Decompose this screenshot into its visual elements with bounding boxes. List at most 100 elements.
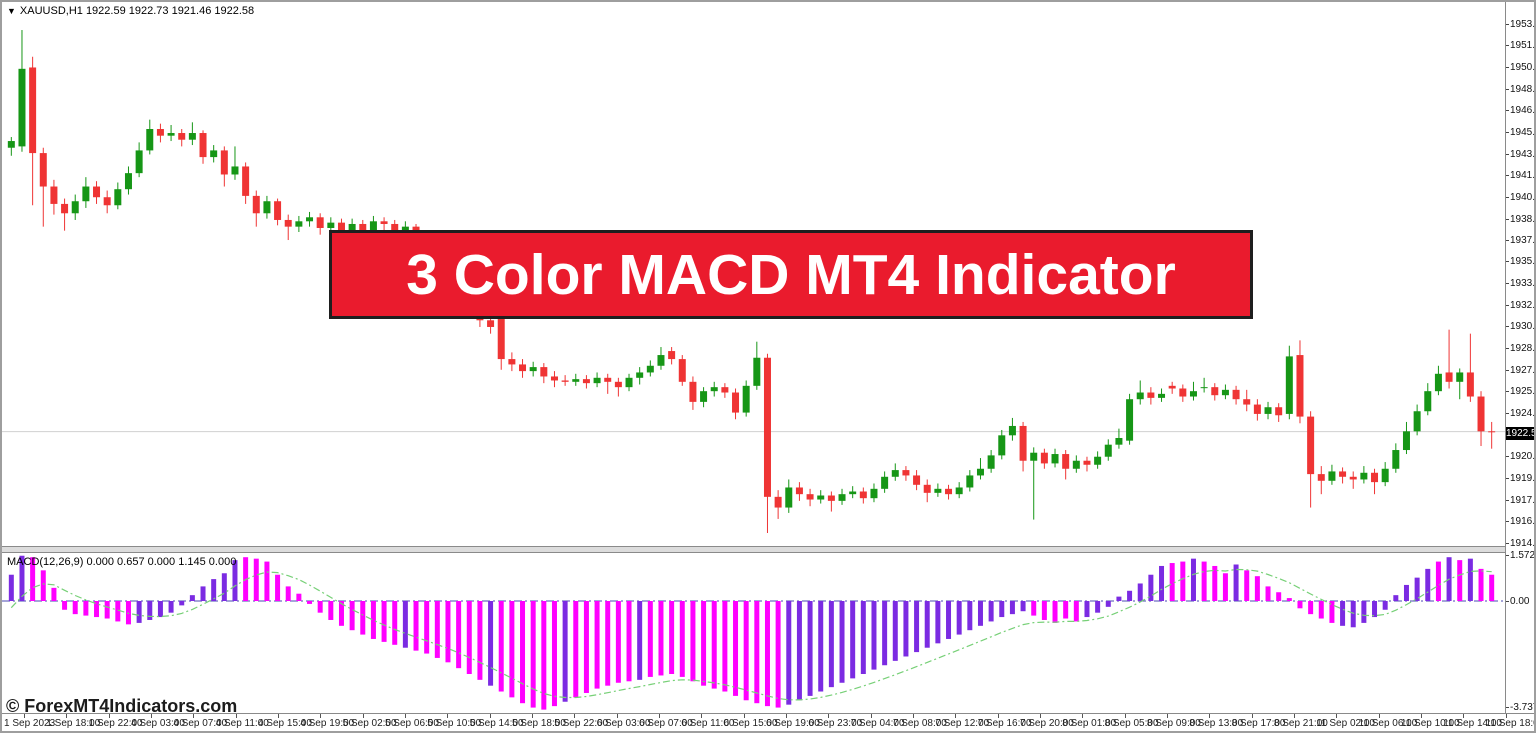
candle-body — [1456, 372, 1464, 382]
time-axis-tick — [66, 714, 68, 718]
price-axis[interactable]: 1953.20 1951.60 1950.00 1948.35 1946.75 1945.… — [1505, 2, 1536, 713]
price-axis-tick — [1506, 240, 1509, 242]
price-axis-label: 1920.90 — [1510, 451, 1536, 463]
candle-body — [156, 129, 164, 136]
candle-body — [1072, 460, 1080, 469]
candle-body — [870, 488, 878, 499]
candle-body — [124, 173, 132, 190]
candle-body — [252, 195, 260, 214]
macd-bar — [488, 601, 494, 686]
macd-bar — [275, 574, 281, 601]
candle-body — [1317, 474, 1325, 481]
time-axis-label: 7 Sep 16:00 — [977, 718, 1032, 729]
macd-bar — [722, 601, 728, 692]
candle-body — [604, 377, 612, 382]
macd-bar — [562, 601, 568, 702]
macd-bar — [338, 601, 344, 626]
candle-body — [146, 129, 154, 151]
candle-body — [646, 365, 654, 373]
price-axis-label: 1917.65 — [1510, 494, 1536, 506]
time-axis-label: 1 Sep 18:00 — [46, 718, 101, 729]
time-axis-tick — [743, 714, 745, 718]
macd-bar — [775, 601, 781, 708]
candle-body — [82, 186, 90, 202]
macd-bar — [8, 574, 14, 601]
macd-bar — [807, 601, 813, 696]
candle-body — [1136, 392, 1144, 400]
candle-body — [1413, 411, 1421, 432]
macd-bar — [1318, 601, 1324, 619]
macd-bar — [605, 601, 611, 686]
macd-bar — [445, 601, 451, 663]
candle-body — [582, 379, 590, 384]
candle-body — [742, 385, 750, 413]
macd-bar — [615, 601, 621, 683]
macd-bar — [200, 586, 206, 601]
macd-bar — [1180, 561, 1186, 601]
macd-bar — [935, 601, 941, 644]
banner-title: 3 Color MACD MT4 Indicator — [406, 242, 1176, 307]
price-axis-tick — [1506, 478, 1509, 480]
price-axis-label: 1937.05 — [1510, 235, 1536, 247]
price-axis-tick — [1506, 326, 1509, 328]
candle-body — [508, 359, 516, 365]
pane-splitter[interactable] — [2, 546, 1534, 553]
time-axis-label: 11 Sep 10:00 — [1400, 718, 1460, 729]
candlestick-chart[interactable] — [2, 2, 1505, 546]
candle-body — [1434, 373, 1442, 392]
macd-bar — [679, 601, 685, 677]
macd-bar — [456, 601, 462, 669]
macd-bar — [541, 601, 547, 710]
candle-body — [732, 392, 740, 413]
macd-bar — [296, 593, 302, 601]
macd-bar — [647, 601, 653, 677]
time-axis-label: 1 Sep 2023 — [4, 718, 56, 729]
candle-body — [540, 367, 548, 377]
price-axis-tick — [1506, 45, 1509, 47]
time-axis-label: 8 Sep 21:00 — [1273, 718, 1328, 729]
time-axis-tick — [1251, 714, 1253, 718]
candle-body — [1296, 355, 1304, 417]
indicator-axis-label: -3.737 — [1510, 702, 1536, 713]
macd-bar — [988, 601, 994, 622]
macd-bar — [882, 601, 888, 666]
time-axis-label: 4 Sep 07:00 — [173, 718, 228, 729]
macd-bar — [1425, 568, 1431, 601]
macd-bar — [349, 601, 355, 631]
macd-bar — [168, 601, 174, 613]
macd-bar — [1009, 601, 1015, 615]
macd-bar — [1073, 601, 1079, 622]
candle-body — [678, 359, 686, 382]
macd-histogram-chart[interactable] — [2, 553, 1505, 713]
time-axis-tick — [24, 714, 25, 718]
price-axis-label: 1943.50 — [1510, 148, 1536, 160]
candle-body — [284, 219, 292, 227]
time-axis-tick — [320, 714, 322, 718]
candle-body — [806, 494, 814, 500]
candle-body — [1381, 468, 1389, 483]
candle-body — [657, 355, 665, 366]
time-axis-label: 6 Sep 11:00 — [681, 718, 735, 729]
current-price-tag: 1922.58 — [1506, 427, 1534, 441]
time-axis-label: 6 Sep 23:00 — [808, 718, 863, 729]
candle-body — [263, 201, 271, 214]
macd-bar — [94, 601, 100, 618]
macd-bar — [307, 601, 313, 604]
macd-signal-line — [10, 568, 1492, 701]
price-axis-tick — [1506, 153, 1509, 155]
macd-bar — [72, 601, 78, 615]
macd-bar — [392, 601, 398, 645]
time-axis[interactable]: 1 Sep 2023 1 Sep 18:00 1 Sep 22:00 4 Sep 03… — [2, 713, 1534, 731]
macd-bar — [743, 601, 749, 701]
macd-bar — [892, 601, 898, 661]
macd-bar — [1148, 574, 1154, 601]
time-axis-label: 4 Sep 19:00 — [300, 718, 355, 729]
candle-body — [188, 133, 196, 140]
chart-dropdown-icon[interactable]: ▼ — [7, 6, 16, 16]
macd-indicator-pane[interactable] — [2, 553, 1505, 713]
macd-bar — [1116, 596, 1122, 601]
macd-bar — [637, 601, 643, 680]
macd-bar — [956, 601, 962, 635]
macd-bar — [786, 601, 792, 705]
